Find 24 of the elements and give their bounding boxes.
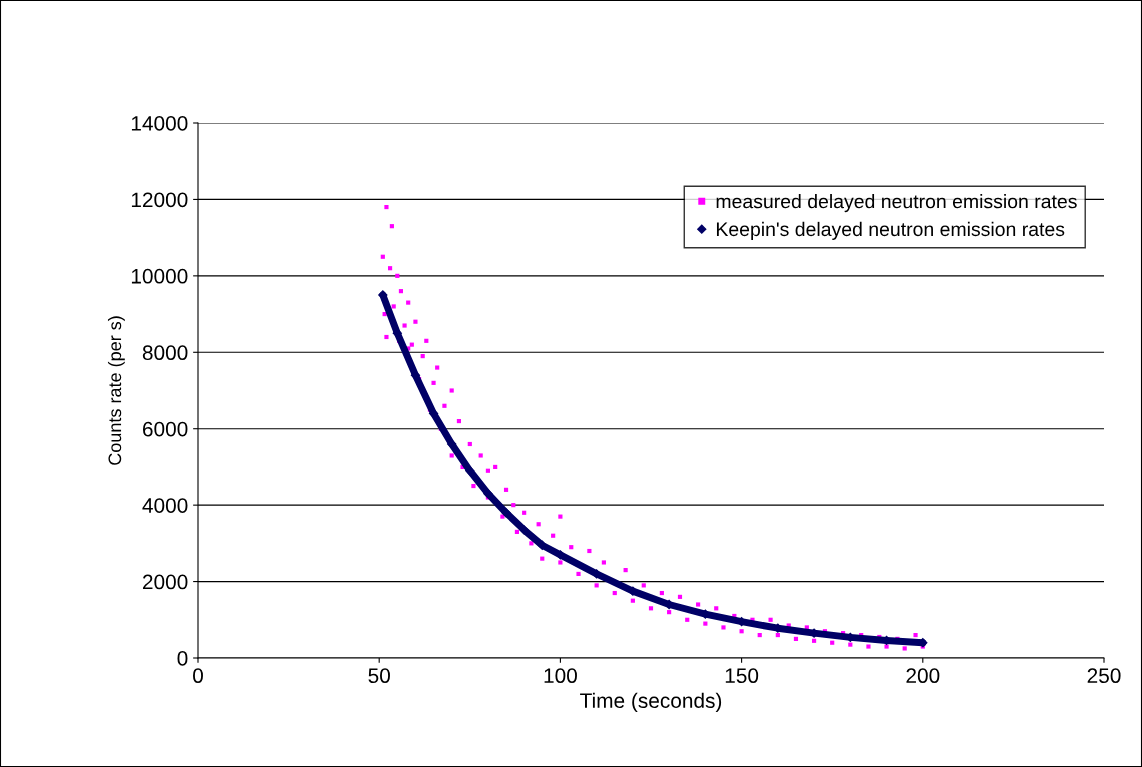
legend-label: measured delayed neutron emission rates	[716, 194, 1077, 213]
y-tick-label: 4000	[142, 498, 188, 513]
x-tick-label: 200	[906, 668, 940, 684]
x-tick-label: 0	[193, 668, 203, 684]
y-axis-title: Counts rate (per s)	[107, 316, 125, 465]
y-tick-label: 12000	[131, 192, 188, 208]
legend-label: Keepin's delayed neutron emission rates	[716, 221, 1065, 240]
point	[483, 489, 493, 499]
point	[447, 439, 457, 449]
x-tick-label: 50	[368, 668, 390, 684]
x-tick-label: 100	[544, 668, 577, 684]
y-tick-label: 8000	[142, 345, 188, 361]
point	[501, 508, 511, 518]
y-tick-label: 2000	[142, 574, 188, 590]
y-tick-label: 0	[177, 651, 188, 666]
x-tick-label: 250	[1087, 668, 1121, 684]
x-axis-title: Time (seconds)	[580, 692, 722, 713]
y-tick-label: 14000	[131, 116, 188, 131]
x-tick-label: 150	[725, 668, 759, 684]
point	[519, 525, 529, 535]
point	[537, 540, 547, 550]
y-tick-label: 10000	[131, 268, 188, 284]
y-tick-label: 6000	[142, 421, 188, 437]
point	[465, 466, 475, 476]
